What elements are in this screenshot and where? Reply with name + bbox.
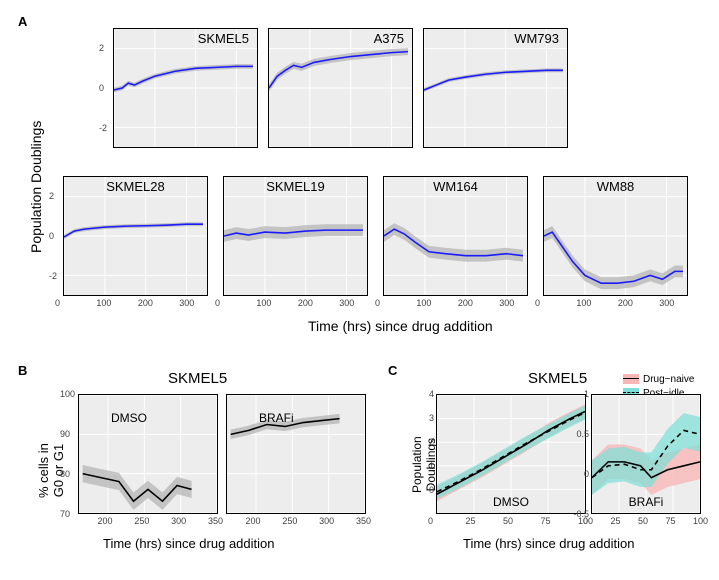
panel-label-a: A bbox=[18, 14, 27, 29]
xtick: 100 bbox=[416, 298, 431, 308]
facet-title: A375 bbox=[374, 31, 404, 46]
ytick: 0 bbox=[99, 83, 104, 93]
facet-c-dmso: DMSO bbox=[436, 394, 586, 514]
xtick: 0 bbox=[55, 298, 60, 308]
facet-title: SKMEL19 bbox=[224, 179, 367, 194]
facet-a-skmel28: SKMEL28 bbox=[63, 176, 208, 296]
panel-label-b: B bbox=[18, 363, 27, 378]
facet-c-label: DMSO bbox=[437, 495, 585, 509]
facet-b-brafi: BRAFi bbox=[226, 394, 366, 514]
facet-a-skmel19: SKMEL19 bbox=[223, 176, 368, 296]
legend-swatch bbox=[623, 374, 639, 384]
legend-label: Drug−naive bbox=[643, 374, 694, 385]
xtick: 0 bbox=[375, 298, 380, 308]
ytick: 1 bbox=[569, 389, 589, 399]
axis-a-xlabel: Time (hrs) since drug addition bbox=[308, 318, 493, 334]
ytick: 2 bbox=[414, 437, 434, 447]
xtick: 75 bbox=[541, 516, 551, 526]
facet-a-wm88: WM88 bbox=[543, 176, 688, 296]
ytick: 1 bbox=[414, 461, 434, 471]
ytick: 2 bbox=[49, 191, 54, 201]
xtick: 200 bbox=[618, 298, 633, 308]
xtick: 250 bbox=[134, 516, 149, 526]
axis-a-ylabel: Population Doublings bbox=[28, 121, 44, 253]
xtick: 25 bbox=[466, 516, 476, 526]
xtick: 200 bbox=[245, 516, 260, 526]
ytick: 80 bbox=[60, 469, 70, 479]
xtick: 300 bbox=[339, 298, 354, 308]
facet-b-label: BRAFi bbox=[259, 411, 294, 425]
xtick: 0 bbox=[583, 516, 588, 526]
xtick: 200 bbox=[298, 298, 313, 308]
xtick: 300 bbox=[659, 298, 674, 308]
facet-a-a375: A375 bbox=[268, 28, 413, 148]
xtick: 50 bbox=[503, 516, 513, 526]
ytick: -2 bbox=[99, 123, 107, 133]
xtick: 200 bbox=[138, 298, 153, 308]
ytick: 70 bbox=[60, 509, 70, 519]
xtick: 300 bbox=[499, 298, 514, 308]
xtick: 250 bbox=[282, 516, 297, 526]
facet-b-label: DMSO bbox=[111, 411, 147, 425]
ytick: 90 bbox=[60, 429, 70, 439]
panel-b-title: SKMEL5 bbox=[168, 370, 227, 387]
ytick: 0 bbox=[569, 469, 589, 479]
xtick: 300 bbox=[171, 516, 186, 526]
facet-a-skmel5: SKMEL5 bbox=[113, 28, 258, 148]
facet-title: SKMEL5 bbox=[198, 31, 249, 46]
xtick: 350 bbox=[356, 516, 371, 526]
xtick: 0 bbox=[535, 298, 540, 308]
panel-label-c: C bbox=[388, 363, 397, 378]
facet-a-wm164: WM164 bbox=[383, 176, 528, 296]
ytick: -2 bbox=[49, 271, 57, 281]
facet-b-dmso: DMSO bbox=[78, 394, 218, 514]
xtick: 350 bbox=[208, 516, 223, 526]
facet-a-wm793: WM793 bbox=[423, 28, 568, 148]
ytick: 0 bbox=[414, 485, 434, 495]
ytick: 100 bbox=[60, 389, 75, 399]
xtick: 100 bbox=[576, 298, 591, 308]
ytick: 0.5 bbox=[569, 429, 589, 439]
xtick: 0 bbox=[215, 298, 220, 308]
ytick: 0 bbox=[49, 231, 54, 241]
facet-title: SKMEL28 bbox=[64, 179, 207, 194]
ytick: 2 bbox=[99, 43, 104, 53]
facet-title: WM164 bbox=[384, 179, 527, 194]
xtick: 75 bbox=[666, 516, 676, 526]
facet-c-label: BRAFi bbox=[592, 495, 700, 509]
facet-title: WM793 bbox=[514, 31, 559, 46]
ytick: 3 bbox=[414, 413, 434, 423]
facet-c-brafi: BRAFi bbox=[591, 394, 701, 514]
xtick: 200 bbox=[97, 516, 112, 526]
xtick: 50 bbox=[638, 516, 648, 526]
legend-item: Drug−naive bbox=[623, 372, 694, 386]
xtick: 300 bbox=[179, 298, 194, 308]
xtick: 100 bbox=[96, 298, 111, 308]
ytick: 4 bbox=[414, 389, 434, 399]
xtick: 25 bbox=[611, 516, 621, 526]
xtick: 100 bbox=[256, 298, 271, 308]
panel-c-title: SKMEL5 bbox=[528, 370, 587, 387]
xtick: 300 bbox=[319, 516, 334, 526]
xtick: 0 bbox=[428, 516, 433, 526]
xtick: 100 bbox=[693, 516, 708, 526]
facet-title: WM88 bbox=[544, 179, 687, 194]
xtick: 200 bbox=[458, 298, 473, 308]
axis-b-xlabel: Time (hrs) since drug addition bbox=[103, 536, 274, 551]
axis-c-xlabel: Time (hrs) since drug addition bbox=[463, 536, 634, 551]
